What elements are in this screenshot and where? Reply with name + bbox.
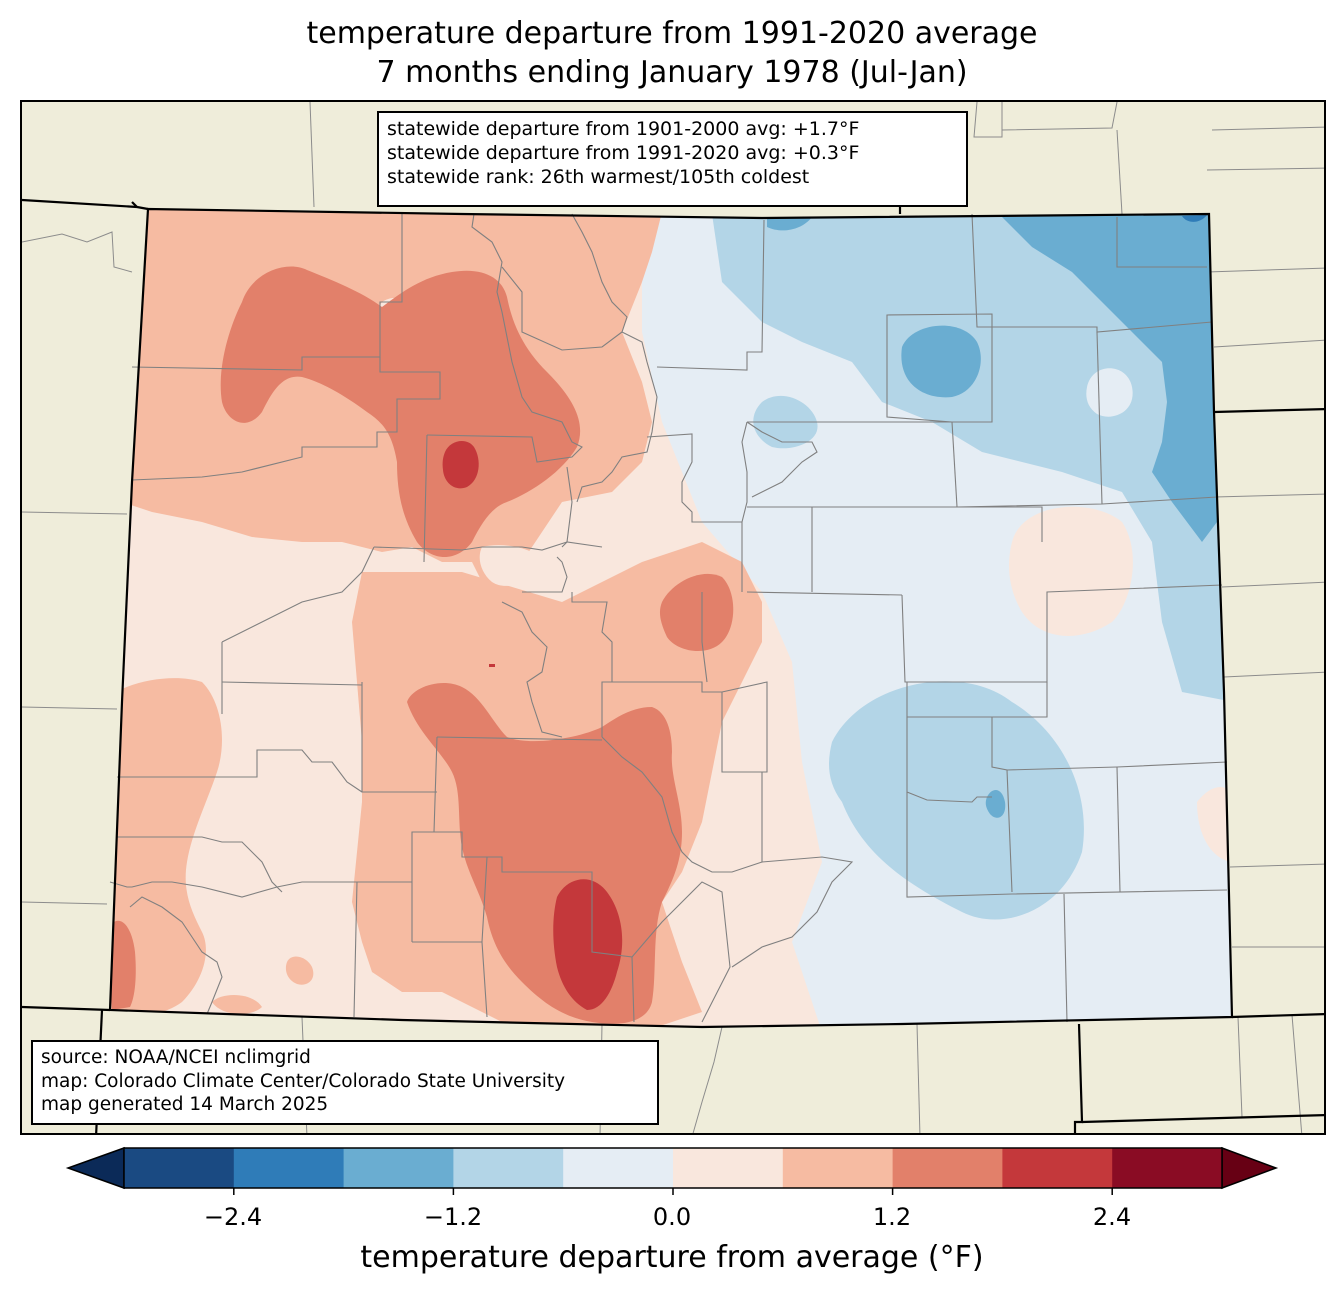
colorbar-segment xyxy=(673,1148,784,1188)
colorbar-segment xyxy=(782,1148,894,1188)
colorbar xyxy=(65,1146,1279,1195)
source-line: source: NOAA/NCEI nclimgrid xyxy=(41,1047,311,1068)
generated-date-line: map generated 14 March 2025 xyxy=(41,1094,329,1115)
colorbar-segment xyxy=(1002,1148,1113,1188)
stats-line-rank: statewide rank: 26th warmest/105th colde… xyxy=(387,166,810,188)
colorbar-segment xyxy=(124,1148,235,1188)
colorbar-segment xyxy=(453,1148,564,1188)
stats-line-1991-2020: statewide departure from 1991-2020 avg: … xyxy=(387,142,860,164)
map-frame xyxy=(20,100,1326,1135)
temperature-contours xyxy=(110,209,1232,1027)
colorbar-tick-label: 1.2 xyxy=(872,1203,912,1231)
map-credit-line: map: Colorado Climate Center/Colorado St… xyxy=(41,1070,566,1092)
colorbar-tick-label: −2.4 xyxy=(203,1203,263,1231)
colorbar-segment xyxy=(233,1148,345,1188)
colorbar-tick-label: 0.0 xyxy=(652,1203,692,1231)
map-title-line2: 7 months ending January 1978 (Jul-Jan) xyxy=(376,55,968,90)
statewide-stats-box: statewide departure from 1901-2000 avg: … xyxy=(377,111,968,207)
colorbar-tick-label: −1.2 xyxy=(423,1203,483,1231)
map-title-line1: temperature departure from 1991-2020 ave… xyxy=(306,16,1038,51)
colorbar-over-extension xyxy=(1221,1146,1279,1190)
colorbar-segment xyxy=(892,1148,1003,1188)
colorado-county-lines xyxy=(109,213,1228,1023)
colorbar-segment xyxy=(343,1148,454,1188)
colorbar-segment xyxy=(1112,1148,1223,1188)
source-credits-box: source: NOAA/NCEI nclimgrid map: Colorad… xyxy=(31,1040,659,1125)
colorbar-axis-label: temperature departure from average (°F) xyxy=(360,1240,984,1275)
colorbar-under-extension xyxy=(65,1146,125,1190)
colorbar-segment xyxy=(563,1148,674,1188)
state-borders xyxy=(22,198,1324,1133)
stats-line-1901-2000: statewide departure from 1901-2000 avg: … xyxy=(387,118,860,140)
colorbar-tick-label: 2.4 xyxy=(1092,1203,1132,1231)
colorado-map xyxy=(22,102,1324,1133)
